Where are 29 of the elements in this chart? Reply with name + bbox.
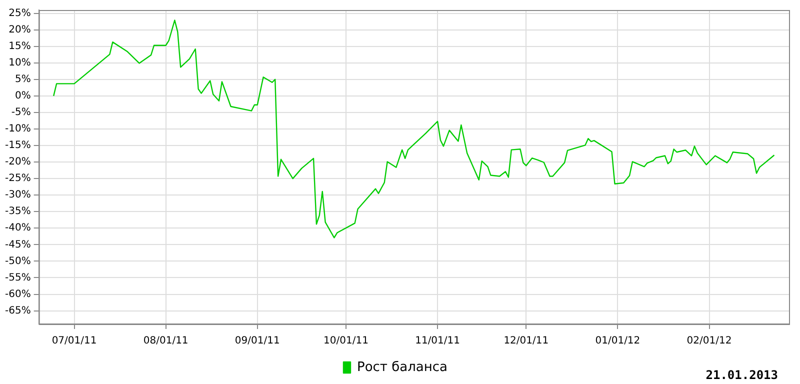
y-tick-label: 5% xyxy=(14,74,31,86)
y-tick-label: -20% xyxy=(4,156,31,168)
y-tick-label: -65% xyxy=(4,305,31,316)
x-tick-label: 09/01/11 xyxy=(234,336,280,347)
y-tick-label: 0% xyxy=(14,90,31,102)
y-tick-label: -35% xyxy=(4,206,31,218)
x-tick-label: 01/01/12 xyxy=(595,336,640,347)
y-tick-label: -15% xyxy=(4,140,31,152)
y-tick-label: 25% xyxy=(8,8,31,19)
x-tick-label: 07/01/11 xyxy=(52,336,97,347)
y-tick-label: -30% xyxy=(4,190,31,201)
y-tick-label: -45% xyxy=(4,239,31,250)
x-tick-label: 02/01/12 xyxy=(686,336,732,347)
y-tick-label: -55% xyxy=(4,272,31,284)
x-tick-label: 11/01/11 xyxy=(415,336,460,347)
x-tick-label: 10/01/11 xyxy=(324,336,368,347)
y-tick-label: 20% xyxy=(8,24,31,36)
legend-label: Рост баланса xyxy=(356,360,448,375)
y-tick-label: -5% xyxy=(11,107,31,118)
y-tick-label: 15% xyxy=(8,40,31,52)
x-tick-label: 12/01/11 xyxy=(504,336,549,347)
text: 21.01.2013 xyxy=(706,368,778,382)
y-tick-label: -10% xyxy=(4,124,31,135)
y-tick-label: -60% xyxy=(4,288,31,300)
y-tick-label: -25% xyxy=(4,173,31,184)
y-tick-label: -50% xyxy=(4,256,31,267)
x-tick-label: 08/01/11 xyxy=(143,336,188,347)
y-tick-label: -40% xyxy=(4,222,31,234)
y-tick-label: 10% xyxy=(8,57,31,68)
